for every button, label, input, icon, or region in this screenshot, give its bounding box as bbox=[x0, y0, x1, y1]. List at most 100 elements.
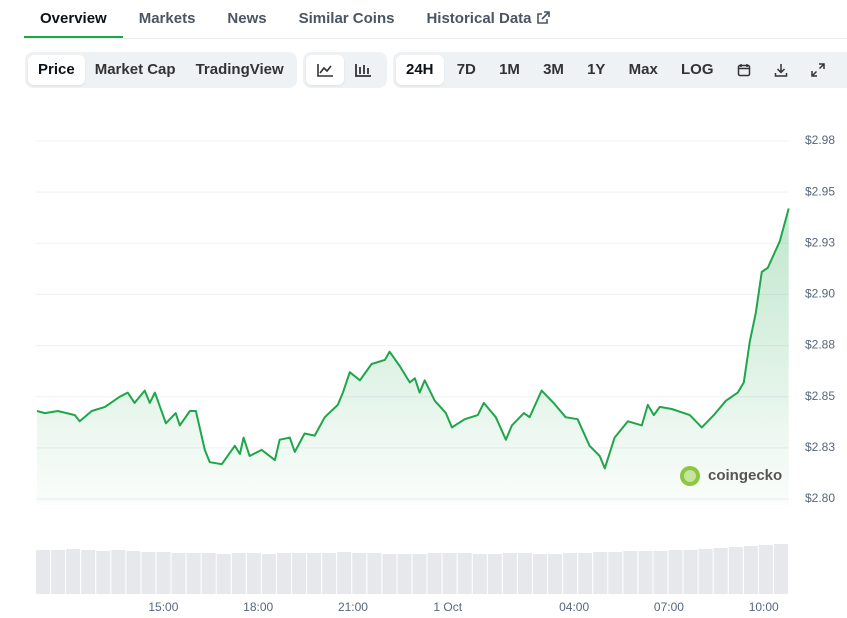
tab[interactable]: Similar Coins bbox=[298, 10, 395, 27]
volume-bar bbox=[186, 553, 201, 594]
chart-style-group bbox=[303, 52, 387, 88]
volume-bar bbox=[231, 553, 246, 594]
volume-bar bbox=[307, 553, 322, 594]
y-tick-label: $2.88 bbox=[805, 338, 835, 352]
volume-bar bbox=[246, 553, 261, 594]
y-tick-label: $2.95 bbox=[805, 184, 835, 198]
y-tick-label: $2.85 bbox=[805, 389, 835, 403]
volume-bar bbox=[367, 553, 382, 594]
volume-bar bbox=[548, 554, 563, 594]
y-tick-label: $2.90 bbox=[805, 287, 835, 301]
x-tick-label: 18:00 bbox=[243, 600, 273, 614]
volume-bar bbox=[487, 554, 502, 594]
price-area bbox=[37, 208, 789, 505]
volume-bar bbox=[412, 554, 427, 594]
tab-label: Historical Data bbox=[426, 10, 532, 27]
volume-bar bbox=[276, 553, 292, 594]
volume-bar bbox=[593, 552, 608, 594]
volume-bar bbox=[141, 552, 156, 594]
volume-bar bbox=[457, 553, 472, 594]
volume-bar bbox=[502, 553, 517, 594]
tab[interactable]: News bbox=[227, 10, 267, 27]
x-tick-label: 1 Oct bbox=[433, 600, 462, 614]
volume-bar bbox=[352, 553, 367, 594]
line-chart-button[interactable] bbox=[306, 55, 344, 85]
line-icon bbox=[317, 64, 333, 77]
candle-icon bbox=[355, 64, 371, 77]
volume-bar bbox=[623, 551, 638, 594]
watermark-text: coingecko bbox=[708, 467, 782, 484]
volume-bar bbox=[261, 554, 276, 594]
y-tick-label: $2.98 bbox=[805, 133, 835, 147]
y-tick-label: $2.80 bbox=[805, 491, 835, 505]
volume-bar bbox=[382, 554, 397, 594]
range-button[interactable]: Max bbox=[628, 61, 658, 78]
volume-bar bbox=[532, 554, 548, 594]
volume-bar bbox=[608, 552, 623, 594]
volume-bar bbox=[743, 546, 758, 594]
external-icon bbox=[536, 11, 550, 24]
volume-bar bbox=[773, 544, 788, 594]
volume-bar bbox=[322, 553, 337, 594]
range-button[interactable]: 3M bbox=[543, 61, 564, 78]
volume-bar bbox=[156, 552, 171, 594]
volume-bar bbox=[51, 550, 66, 594]
tab[interactable]: Overview bbox=[24, 0, 123, 38]
volume-bar bbox=[638, 551, 653, 594]
volume-bar bbox=[337, 552, 352, 594]
volume-bar bbox=[126, 551, 141, 594]
download-button[interactable] bbox=[764, 55, 798, 85]
fullscreen-button[interactable] bbox=[801, 55, 835, 85]
volume-bar bbox=[96, 551, 111, 594]
watermark: coingecko bbox=[680, 466, 782, 486]
volume-bar bbox=[111, 550, 126, 594]
volume-bar bbox=[36, 550, 51, 594]
volume-bar bbox=[201, 553, 216, 594]
volume-bar bbox=[728, 547, 743, 594]
volume-bar bbox=[216, 554, 231, 594]
volume-bar bbox=[292, 553, 307, 594]
volume-bar bbox=[563, 553, 578, 594]
price-line bbox=[36, 208, 790, 470]
volume-bar bbox=[397, 554, 412, 594]
calendar-button[interactable] bbox=[727, 55, 761, 85]
volume-bar bbox=[668, 550, 683, 594]
range-group: 24H 7D 1M 3M 1Y Max LOG bbox=[393, 52, 847, 88]
range-button[interactable]: LOG bbox=[680, 61, 714, 78]
x-tick-label: 04:00 bbox=[559, 600, 589, 614]
download-icon bbox=[774, 64, 788, 77]
tab[interactable]: Historical Data bbox=[410, 0, 565, 38]
tab-bar: Overview Markets News Similar Coins Hist… bbox=[24, 0, 847, 39]
volume-bar bbox=[758, 545, 773, 594]
x-tick-label: 10:00 bbox=[749, 600, 779, 614]
expand-icon bbox=[811, 63, 825, 77]
range-button[interactable]: 7D bbox=[456, 61, 476, 78]
volume-bar bbox=[472, 554, 487, 594]
volume-bar bbox=[427, 553, 442, 594]
y-tick-label: $2.83 bbox=[805, 440, 835, 454]
mode-button[interactable]: Market Cap bbox=[94, 61, 176, 78]
volume-bar bbox=[653, 551, 668, 594]
volume-bar bbox=[171, 553, 186, 594]
volume-bar bbox=[698, 549, 713, 594]
volume-bar bbox=[66, 549, 81, 594]
range-button[interactable]: 1M bbox=[499, 61, 520, 78]
tab[interactable]: Markets bbox=[138, 10, 196, 27]
candle-chart-button[interactable] bbox=[344, 55, 382, 85]
volume-bar bbox=[442, 553, 457, 594]
mode-button[interactable]: Price bbox=[28, 55, 85, 85]
y-tick-label: $2.93 bbox=[805, 235, 835, 249]
x-tick-label: 15:00 bbox=[148, 600, 178, 614]
mode-button[interactable]: TradingView bbox=[195, 61, 284, 78]
volume-bar bbox=[578, 553, 593, 594]
calendar-icon bbox=[737, 64, 750, 77]
volume-bar bbox=[713, 548, 728, 594]
mode-group: Price Market Cap TradingView bbox=[25, 52, 297, 88]
volume-bar bbox=[81, 550, 96, 594]
volume-bar bbox=[517, 553, 532, 594]
range-button[interactable]: 1Y bbox=[587, 61, 606, 78]
volume-bar bbox=[683, 550, 698, 594]
range-button[interactable]: 24H bbox=[396, 55, 444, 85]
